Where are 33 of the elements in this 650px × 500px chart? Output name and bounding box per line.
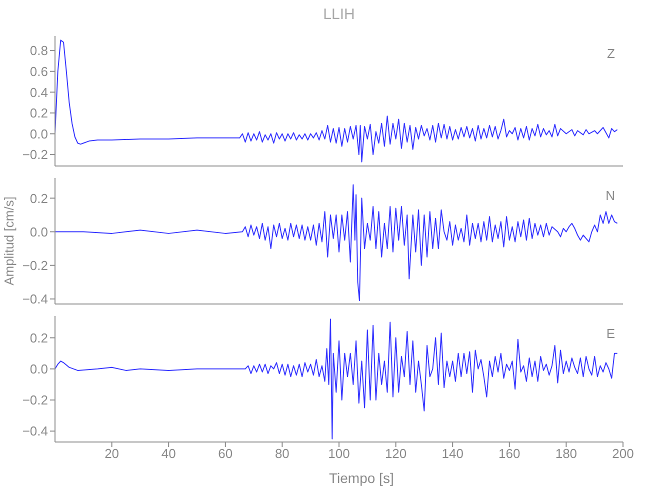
y-tick-label: 0.8 xyxy=(30,43,48,58)
annotation: E xyxy=(606,326,615,341)
y-tick-label: 0.6 xyxy=(30,64,48,79)
y-tick-label: 0.2 xyxy=(30,330,48,346)
y-tick-label: 0.0 xyxy=(30,362,48,377)
x-tick-label: 200 xyxy=(612,446,634,462)
y-tick-label: −0.2 xyxy=(22,258,48,273)
y-tick-label: 0.0 xyxy=(30,126,48,142)
y-tick-label: −0.2 xyxy=(22,147,48,162)
annotation: Z xyxy=(607,46,615,61)
x-tick-label: 40 xyxy=(161,446,176,462)
x-axis-title: Tiempo [s] xyxy=(329,470,394,486)
y-tick-label: −0.2 xyxy=(22,392,48,408)
x-tick-label: 80 xyxy=(274,446,290,462)
y-axis-title: Amplitud [cm/s] xyxy=(2,196,17,286)
x-tick-label: 140 xyxy=(442,446,464,462)
chart-title: LLIH xyxy=(322,6,356,23)
line-series xyxy=(55,184,618,302)
x-tick-label: 160 xyxy=(498,446,520,462)
y-tick-label: −0.4 xyxy=(22,424,48,439)
y-tick-label: 0.0 xyxy=(30,224,48,240)
y-tick-label: 0.2 xyxy=(30,106,48,121)
annotation: N xyxy=(606,188,615,203)
y-tick-label: 0.4 xyxy=(30,84,48,100)
x-tick-label: 60 xyxy=(218,446,233,462)
y-tick-label: 0.2 xyxy=(30,190,48,206)
x-tick-label: 20 xyxy=(104,446,120,462)
x-tick-label: 180 xyxy=(555,446,578,462)
x-tick-label: 100 xyxy=(328,446,350,462)
line-series xyxy=(55,318,618,440)
x-tick-label: 120 xyxy=(384,446,407,462)
y-tick-label: −0.4 xyxy=(22,292,48,307)
line-series xyxy=(55,40,618,162)
